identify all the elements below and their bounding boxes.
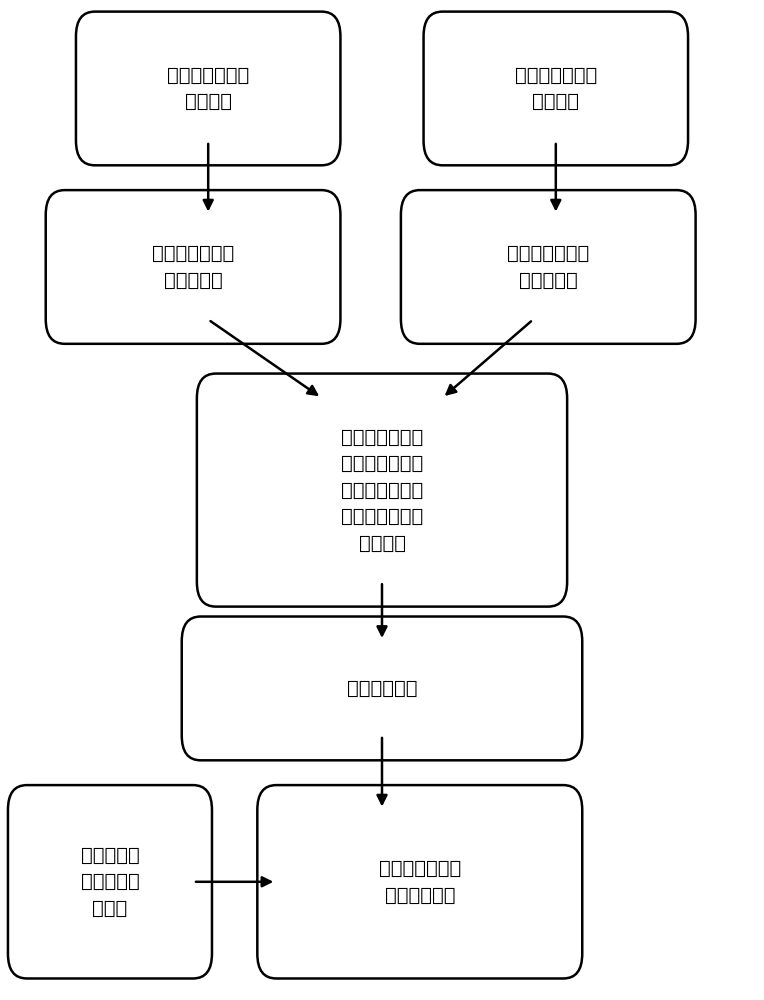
FancyBboxPatch shape <box>423 12 688 165</box>
FancyBboxPatch shape <box>8 785 212 978</box>
Text: 分割获取模板羊
二值化图像: 分割获取模板羊 二值化图像 <box>152 244 235 290</box>
FancyBboxPatch shape <box>257 785 582 978</box>
Text: 计算得出待测羊
的体长和体宽: 计算得出待测羊 的体长和体宽 <box>379 859 461 905</box>
FancyBboxPatch shape <box>46 190 341 344</box>
Text: 人工测量模
板羊的体长
和体宽: 人工测量模 板羊的体长 和体宽 <box>80 846 139 918</box>
FancyBboxPatch shape <box>197 374 567 607</box>
Text: 获取配准参数: 获取配准参数 <box>347 679 417 698</box>
FancyBboxPatch shape <box>76 12 341 165</box>
Text: 拍摄获取待测羊
原始图像: 拍摄获取待测羊 原始图像 <box>515 66 597 111</box>
Text: 拍摄获取模板羊
原始图像: 拍摄获取模板羊 原始图像 <box>167 66 249 111</box>
Text: 分割获取待测羊
二值化图像: 分割获取待测羊 二值化图像 <box>507 244 589 290</box>
Text: 把模板羊二值化
图像作为参考图
像，待测羊二值
化图像作为浮动
图像配准: 把模板羊二值化 图像作为参考图 像，待测羊二值 化图像作为浮动 图像配准 <box>341 428 423 553</box>
FancyBboxPatch shape <box>401 190 695 344</box>
FancyBboxPatch shape <box>182 617 582 760</box>
